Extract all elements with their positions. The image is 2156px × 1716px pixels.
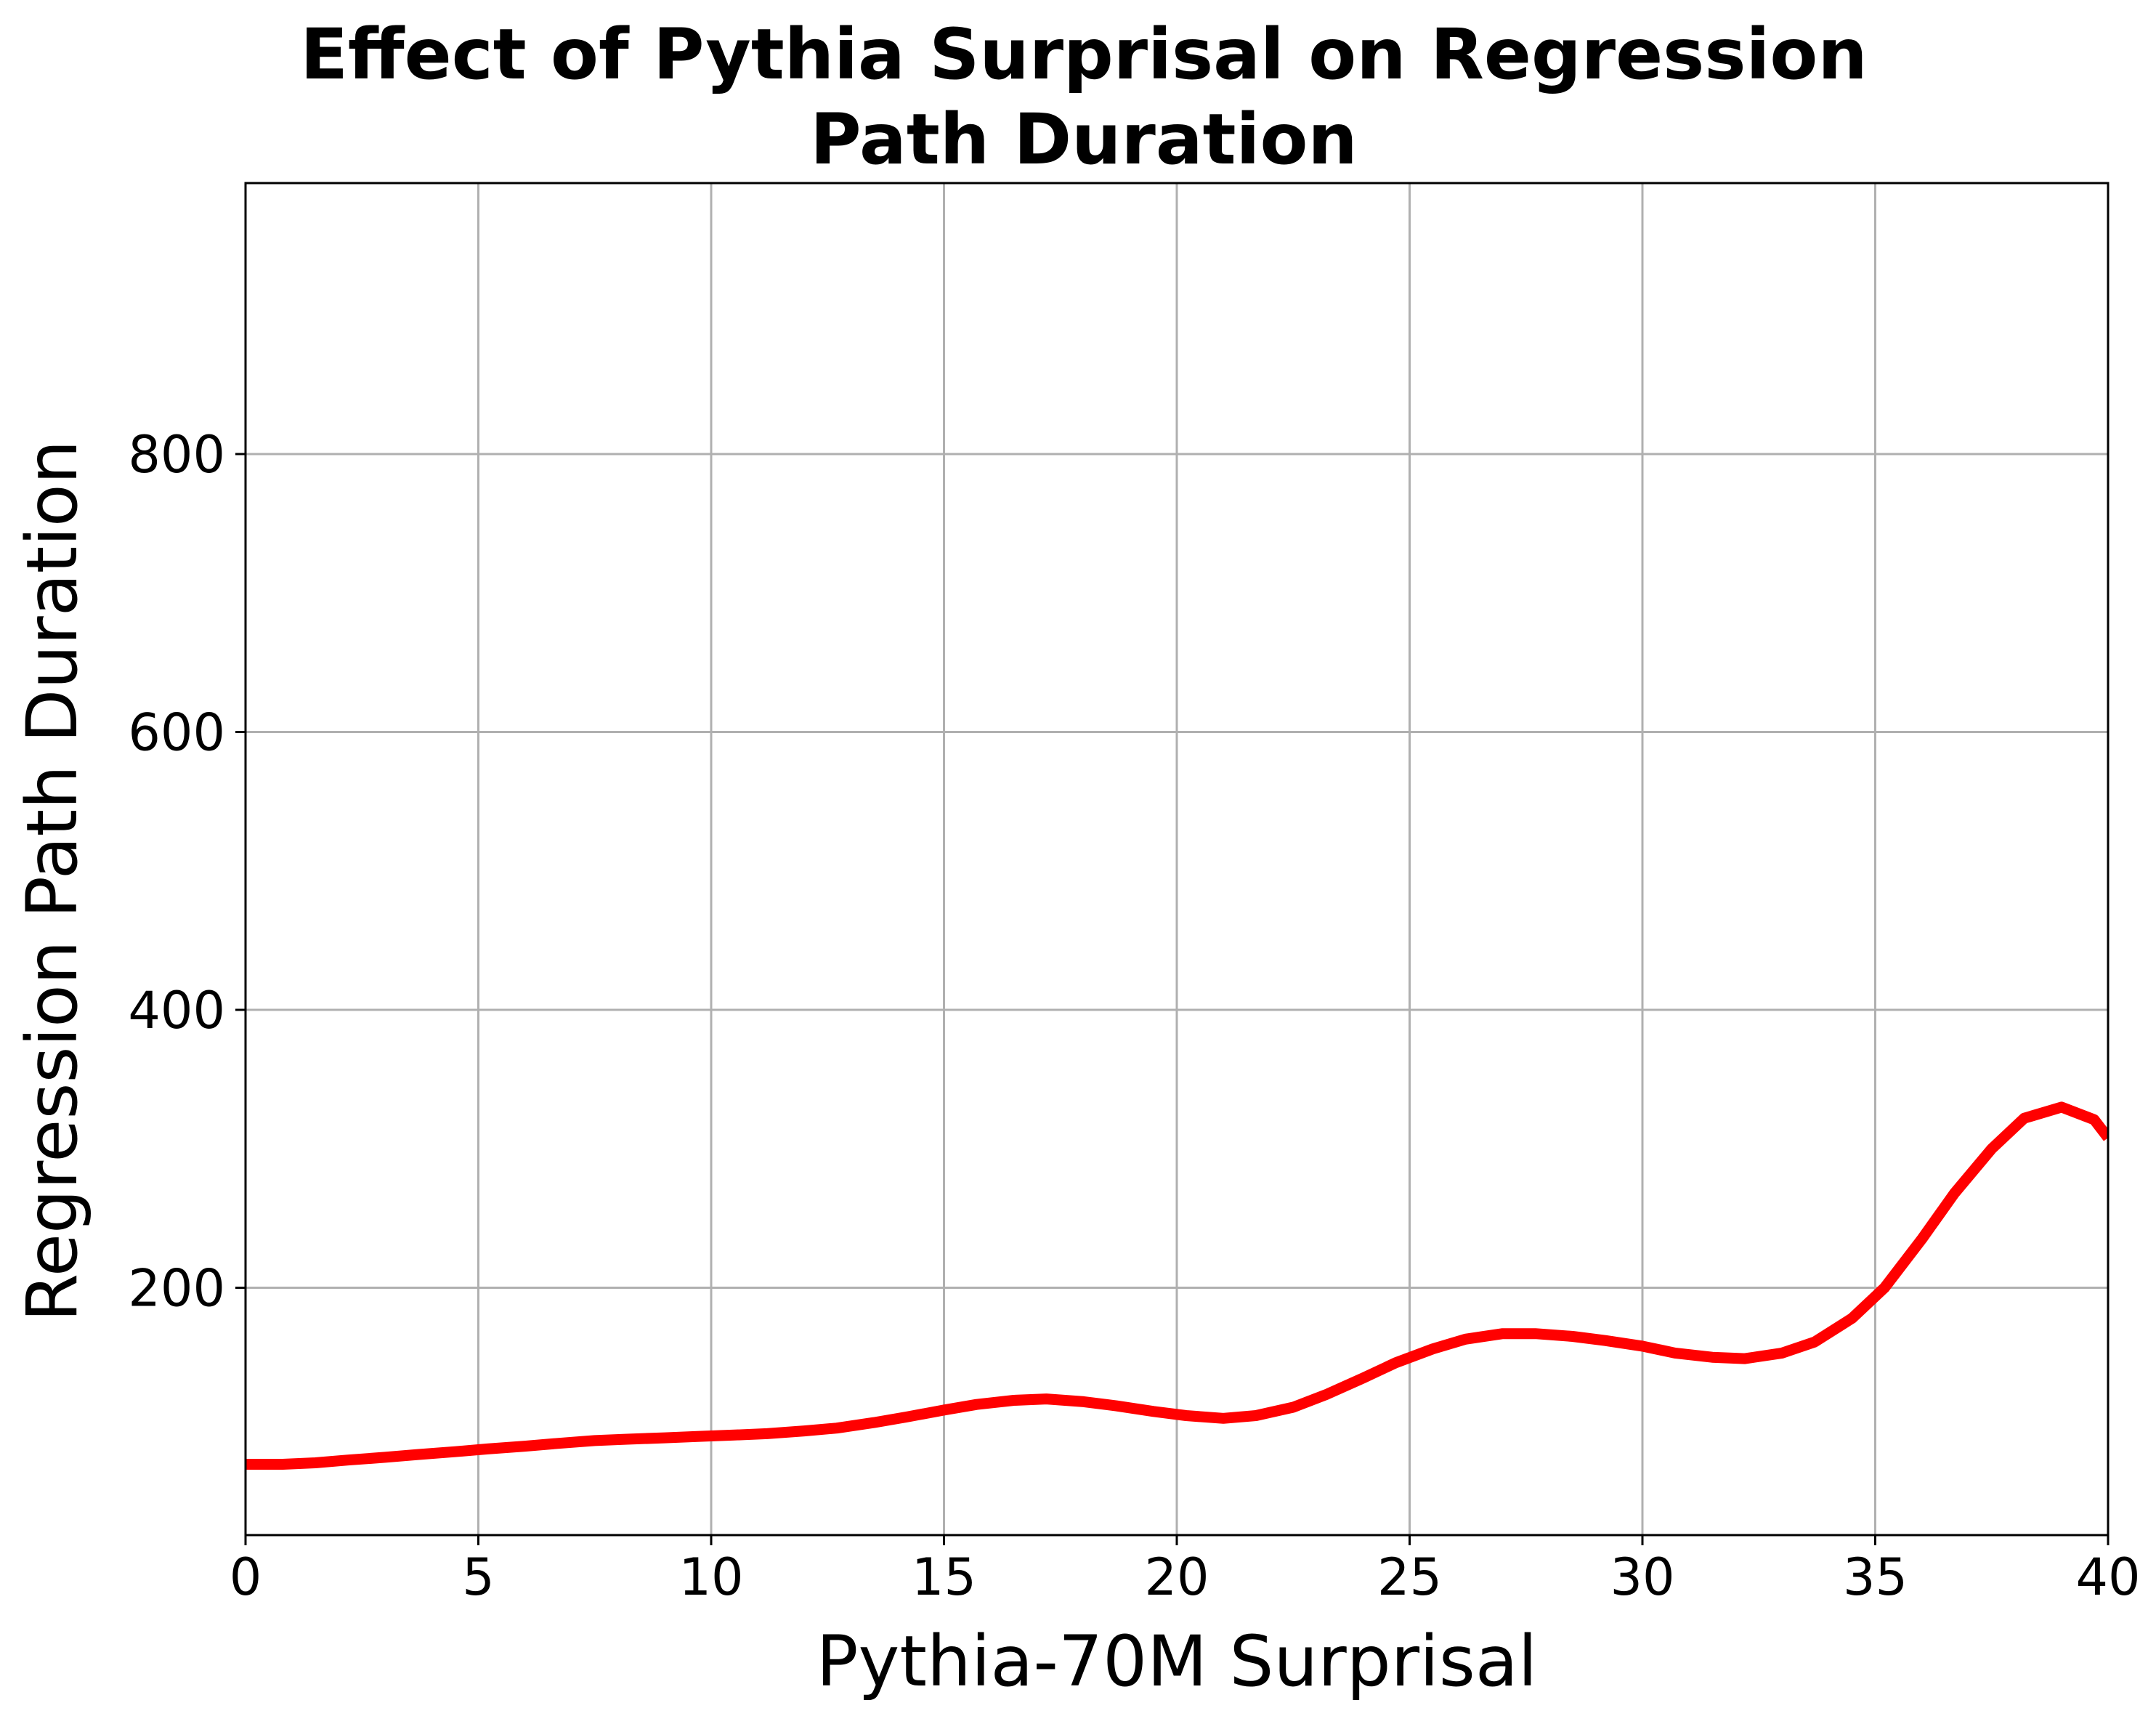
axis-ticks: 0 5 10 15 20 25 30 35 40 200 400 600 800 xyxy=(128,425,2140,1607)
y-tick-label: 600 xyxy=(128,703,225,762)
x-tick-label: 30 xyxy=(1610,1547,1674,1607)
x-tick-label: 5 xyxy=(462,1547,495,1607)
x-tick-label: 15 xyxy=(912,1547,976,1607)
chart-title-line-1: Effect of Pythia Surprisal on Regression xyxy=(300,14,1867,95)
grid xyxy=(244,183,2110,1535)
chart-title: Effect of Pythia Surprisal on Regression… xyxy=(300,14,1867,180)
x-axis-label: Pythia-70M Surprisal xyxy=(816,1621,1538,1702)
y-tick-label: 400 xyxy=(128,981,225,1040)
y-tick-label: 800 xyxy=(128,425,225,485)
x-tick-label: 25 xyxy=(1377,1547,1442,1607)
series-line xyxy=(246,1101,2108,1470)
y-axis-label: Regression Path Duration xyxy=(12,440,93,1322)
plot-frame xyxy=(244,182,2110,1537)
x-tick-label: 40 xyxy=(2075,1547,2140,1607)
series-layer xyxy=(246,1101,2108,1470)
x-tick-label: 0 xyxy=(230,1547,262,1607)
chart-title-line-2: Path Duration xyxy=(810,99,1357,180)
x-tick-label: 10 xyxy=(678,1547,743,1607)
x-tick-label: 35 xyxy=(1843,1547,1908,1607)
y-tick-label: 200 xyxy=(128,1259,225,1319)
x-tick-label: 20 xyxy=(1144,1547,1209,1607)
